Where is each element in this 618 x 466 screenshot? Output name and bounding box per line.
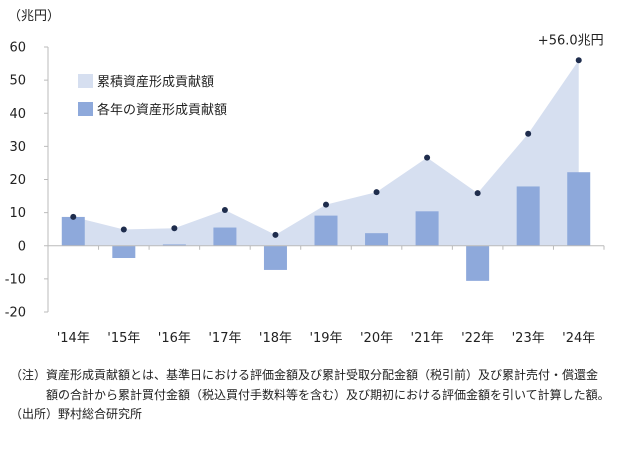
cumulative-point-22年 (474, 190, 481, 197)
cumulative-area-series (73, 60, 579, 246)
x-tick-label: '22年 (461, 331, 494, 346)
bar-23年 (516, 186, 540, 246)
legend: 累積資産形成貢献額 各年の資産形成貢献額 (78, 74, 227, 118)
y-tick-label: 10 (9, 206, 26, 221)
bar-18年 (263, 245, 287, 270)
x-tick-label: '18年 (259, 331, 292, 346)
bar-22年 (466, 245, 490, 281)
total-annotation: +56.0兆円 (538, 33, 604, 48)
cumulative-points (70, 57, 582, 238)
y-tick-label: 50 (9, 74, 26, 89)
legend-bar-label: 各年の資産形成貢献額 (97, 102, 227, 118)
y-tick-label: -20 (5, 306, 26, 321)
note-tag: （注） (10, 368, 47, 382)
x-tick-label: '20年 (360, 331, 393, 346)
y-tick-label: -10 (5, 272, 26, 287)
bar-19年 (314, 215, 338, 246)
y-axis-unit: （兆円） (8, 9, 60, 24)
x-axis-ticks: '14年 '15年 '16年 '17年 '18年 '19年 '20年 '21年 '22年 '23年… (47, 245, 605, 346)
y-tick-label: 20 (9, 173, 26, 188)
cumulative-point-18年 (272, 231, 279, 238)
x-tick-label: '15年 (107, 331, 140, 346)
bar-16年 (162, 244, 186, 246)
x-tick-label: '17年 (208, 331, 241, 346)
cumulative-point-20年 (373, 189, 380, 196)
x-tick-label: '16年 (158, 331, 191, 346)
y-tick-label: 30 (9, 140, 26, 155)
bar-15年 (112, 245, 136, 259)
annual-bar-series (61, 172, 591, 281)
y-tick-label: 40 (9, 107, 26, 122)
legend-area-label: 累積資産形成貢献額 (97, 74, 214, 90)
bar-17年 (213, 227, 237, 246)
cumulative-point-17年 (221, 206, 228, 213)
cumulative-point-21年 (424, 154, 431, 161)
bar-14年 (61, 216, 85, 246)
cumulative-point-14年 (70, 213, 77, 220)
cumulative-point-24年 (575, 57, 582, 64)
chart: （兆円） 60 50 40 30 20 10 0 -10 -20 '14年 '15年 '16年 '17… (5, 9, 605, 346)
legend-area-swatch (78, 74, 93, 88)
note-text: 資産形成貢献額とは、基準日における評価金額及び累計受取分配金額（税引前）及び累計… (46, 368, 610, 402)
note: （注） 資産形成貢献額とは、基準日における評価金額及び累計受取分配金額（税引前）… (10, 366, 610, 405)
footnotes: （注） 資産形成貢献額とは、基準日における評価金額及び累計受取分配金額（税引前）… (10, 366, 610, 425)
legend-bar-swatch (78, 102, 93, 116)
y-axis-ticks: 60 50 40 30 20 10 0 -10 -20 (5, 41, 48, 321)
bar-21年 (415, 211, 439, 246)
source-tag: （出所） (10, 407, 59, 421)
cumulative-point-15年 (120, 226, 127, 233)
y-tick-label: 0 (18, 239, 26, 254)
cumulative-point-23年 (525, 130, 532, 137)
bar-20年 (365, 233, 389, 246)
x-tick-label: '19年 (309, 331, 342, 346)
bar-24年 (567, 172, 591, 246)
x-tick-label: '14年 (57, 331, 90, 346)
cumulative-area (73, 60, 579, 246)
x-tick-label: '21年 (411, 331, 444, 346)
x-tick-label: '23年 (512, 331, 545, 346)
y-tick-label: 60 (9, 41, 26, 56)
cumulative-point-19年 (323, 201, 329, 208)
source-text: 野村総合研究所 (58, 407, 143, 421)
x-tick-label: '24年 (562, 331, 595, 346)
source: （出所） 野村総合研究所 (10, 405, 610, 425)
cumulative-point-16年 (171, 225, 178, 232)
